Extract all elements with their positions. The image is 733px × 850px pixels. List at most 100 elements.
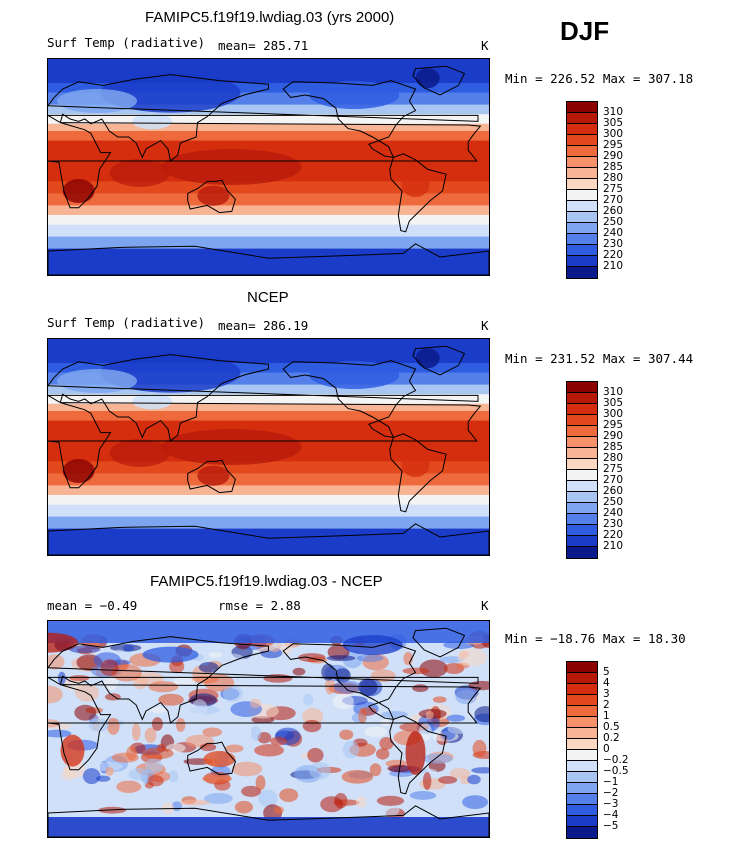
colorbar-tick-label: 5: [603, 666, 610, 678]
difference-blob: [360, 707, 377, 716]
colorbar-tick-label: −5: [603, 820, 619, 832]
difference-blob: [381, 710, 408, 718]
colorbar-swatch: [567, 728, 597, 739]
difference-blob: [339, 729, 354, 740]
difference-blob: [355, 796, 367, 808]
temperature-band: [48, 140, 489, 158]
colorbar-swatch: [567, 684, 597, 695]
temperature-band: [48, 205, 489, 216]
colorbar-tick-label: 290: [603, 430, 624, 442]
temperature-band: [48, 114, 489, 125]
coastline-africa: [48, 684, 482, 771]
panel2-mean: mean= 286.19: [218, 318, 309, 333]
colorbar-tick-label: 285: [603, 161, 624, 173]
colorbar-tick-label: 250: [603, 496, 624, 508]
cold-region: [415, 348, 440, 369]
colorbar-swatch: [567, 783, 597, 794]
difference-blob: [321, 663, 335, 681]
colorbar-tick-label: 1: [603, 710, 610, 722]
difference-blob: [128, 768, 149, 781]
colorbar-swatch: [567, 503, 597, 514]
hot-region: [401, 173, 430, 197]
difference-blob: [241, 785, 262, 797]
difference-blob: [425, 710, 434, 720]
difference-blob: [131, 723, 141, 741]
colorbar-tick-label: 260: [603, 485, 624, 497]
difference-blob: [147, 775, 164, 787]
difference-blob: [387, 764, 411, 773]
difference-blob: [202, 727, 223, 737]
difference-blob: [402, 667, 430, 675]
colorbar-tick-label: 210: [603, 260, 624, 272]
difference-blob: [370, 669, 396, 683]
difference-blob: [69, 645, 101, 654]
colorbar-swatch: [567, 201, 597, 212]
colorbar-swatch: [567, 223, 597, 234]
colorbar-swatch: [567, 437, 597, 448]
colorbar-tick-label: −0.2: [603, 754, 629, 766]
difference-region: [342, 635, 403, 655]
colorbar-swatch: [567, 695, 597, 706]
difference-blob: [61, 767, 76, 781]
colorbar-swatch: [567, 382, 597, 393]
colorbar-swatch: [567, 805, 597, 816]
difference-blob: [412, 684, 429, 693]
difference-region: [405, 731, 426, 775]
colorbar-tick-label: 220: [603, 529, 624, 541]
difference-blob: [432, 696, 447, 703]
colorbar-swatch: [567, 492, 597, 503]
difference-blob: [332, 693, 354, 710]
colorbar-swatch: [567, 525, 597, 536]
panel2-colorbar: [566, 381, 598, 559]
panel2-map: [47, 338, 490, 556]
warm-pool: [161, 429, 302, 465]
colorbar-swatch: [567, 212, 597, 223]
difference-blob: [148, 681, 179, 693]
temperature-band: [48, 131, 489, 142]
coastline-africa: [48, 402, 482, 489]
difference-blob: [145, 758, 163, 775]
colorbar-tick-label: 2: [603, 699, 610, 711]
coastline-australia: [187, 459, 236, 494]
coastline-greenland: [412, 627, 466, 658]
difference-blob: [438, 776, 458, 784]
temperature-band: [48, 248, 489, 275]
difference-blob: [208, 651, 223, 658]
colorbar-tick-label: 230: [603, 518, 624, 530]
hot-region: [197, 465, 230, 486]
difference-blob: [144, 727, 157, 743]
antarctic-band: [48, 817, 489, 837]
panel1-minmax: Min = 226.52 Max = 307.18: [505, 71, 694, 86]
colorbar-swatch: [567, 393, 597, 404]
temperature-band: [48, 411, 489, 422]
difference-blob: [342, 740, 360, 759]
colorbar-tick-label: 285: [603, 441, 624, 453]
difference-blob: [88, 718, 109, 732]
difference-blob: [341, 769, 374, 784]
colorbar-tick-label: −3: [603, 798, 619, 810]
panel3-title: FAMIPC5.f19f19.lwdiag.03 - NCEP: [150, 573, 383, 590]
colorbar-swatch: [567, 113, 597, 124]
panel1-map-svg: [48, 59, 489, 275]
cold-region: [132, 393, 173, 410]
colorbar-tick-label: 280: [603, 172, 624, 184]
colorbar-tick-label: 0: [603, 743, 610, 755]
season-label: DJF: [560, 16, 610, 46]
difference-blob: [250, 725, 262, 741]
colorbar-tick-label: 250: [603, 216, 624, 228]
coastline-eurasia: [48, 74, 479, 162]
coastline-australia: [187, 179, 236, 214]
panel3-units: K: [481, 598, 489, 613]
difference-blob: [446, 714, 466, 722]
panel3-minmax: Min = −18.76 Max = 18.30: [505, 631, 686, 646]
colorbar-swatch: [567, 157, 597, 168]
difference-blob: [474, 706, 489, 723]
difference-blob: [320, 796, 344, 813]
colorbar-swatch: [567, 124, 597, 135]
difference-blob: [48, 654, 65, 670]
panel3-mean: mean = −0.49: [47, 598, 138, 613]
colorbar-tick-label: 240: [603, 227, 624, 239]
temperature-band: [48, 461, 489, 474]
difference-blob: [326, 655, 356, 662]
panel1-variable: Surf Temp (radiative): [47, 35, 206, 50]
